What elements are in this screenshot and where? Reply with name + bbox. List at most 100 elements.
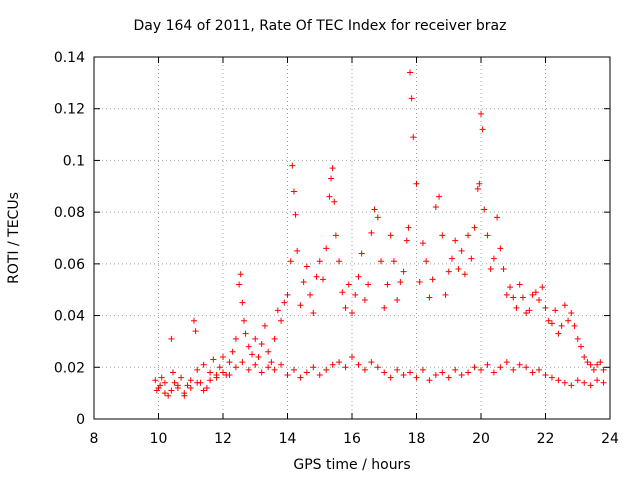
data-point <box>597 359 604 366</box>
data-point <box>290 366 297 373</box>
data-point <box>458 247 465 254</box>
data-point <box>323 245 330 252</box>
data-point <box>300 278 307 285</box>
data-point <box>278 361 285 368</box>
data-point <box>290 188 297 195</box>
data-point <box>565 317 572 324</box>
data-point <box>284 291 291 298</box>
data-point <box>294 247 301 254</box>
data-point <box>310 309 317 316</box>
data-point <box>226 359 233 366</box>
data-point <box>258 341 265 348</box>
data-point <box>555 330 562 337</box>
data-point <box>261 322 268 329</box>
data-point <box>405 224 412 231</box>
data-point <box>519 294 526 301</box>
data-point <box>352 291 359 298</box>
data-point <box>419 366 426 373</box>
data-point <box>384 281 391 288</box>
data-point <box>497 364 504 371</box>
data-point <box>413 374 420 381</box>
data-point <box>236 281 243 288</box>
data-point <box>316 258 323 265</box>
data-point <box>408 95 415 102</box>
data-point <box>548 374 555 381</box>
data-point <box>503 291 510 298</box>
data-point <box>361 297 368 304</box>
data-point <box>458 372 465 379</box>
data-point <box>203 384 210 391</box>
data-point <box>368 359 375 366</box>
data-point <box>381 304 388 311</box>
data-point <box>516 361 523 368</box>
y-tick-label: 0.1 <box>63 153 85 169</box>
plot-frame <box>93 56 611 420</box>
data-point <box>507 284 514 291</box>
data-point <box>561 379 568 386</box>
data-point <box>410 134 417 141</box>
data-point <box>326 193 333 200</box>
axis-ticks: 8 10 12 14 16 18 20 22 24 0 0.02 0.04 0.06 0.08 0.1 0.1… <box>54 50 619 447</box>
data-point <box>245 343 252 350</box>
data-point <box>542 304 549 311</box>
data-point <box>513 304 520 311</box>
data-point <box>210 356 217 363</box>
data-point <box>439 369 446 376</box>
data-point <box>158 374 165 381</box>
data-point <box>571 322 578 329</box>
data-point <box>394 297 401 304</box>
data-point <box>476 180 483 187</box>
data-point <box>581 353 588 360</box>
data-point <box>342 364 349 371</box>
data-point <box>568 309 575 316</box>
data-point <box>292 211 299 218</box>
data-point <box>345 281 352 288</box>
data-point <box>390 258 397 265</box>
data-point <box>289 162 296 169</box>
data-point <box>265 364 272 371</box>
data-point <box>568 382 575 389</box>
data-point <box>587 361 594 368</box>
x-tick-label: 12 <box>214 431 232 447</box>
data-point <box>328 175 335 182</box>
data-point <box>329 165 336 172</box>
data-point <box>161 379 168 386</box>
data-point <box>552 307 559 314</box>
data-point <box>249 351 256 358</box>
data-point <box>394 366 401 373</box>
y-tick-label: 0.02 <box>54 360 85 376</box>
data-point <box>523 364 530 371</box>
x-tick-label: 14 <box>279 431 297 447</box>
data-point <box>284 372 291 379</box>
data-point <box>481 206 488 213</box>
data-point <box>436 193 443 200</box>
data-point <box>297 374 304 381</box>
y-tick-label: 0.12 <box>54 102 85 118</box>
data-point <box>474 185 481 192</box>
data-point <box>442 291 449 298</box>
data-point <box>303 369 310 376</box>
data-point <box>240 317 247 324</box>
data-point <box>548 320 555 327</box>
data-point <box>532 289 539 296</box>
data-point <box>307 291 314 298</box>
data-point <box>181 390 188 397</box>
data-point <box>487 266 494 273</box>
data-point <box>484 232 491 239</box>
data-point <box>220 353 226 360</box>
data-point <box>594 361 601 368</box>
data-point <box>378 258 385 265</box>
data-point <box>365 281 372 288</box>
data-point <box>192 328 199 335</box>
x-tick-label: 20 <box>472 431 490 447</box>
grid-lines <box>94 57 610 419</box>
data-point <box>303 263 310 270</box>
data-point <box>529 369 536 376</box>
data-point <box>416 278 423 285</box>
data-point <box>429 276 436 283</box>
data-point <box>200 361 207 368</box>
data-point <box>336 258 343 265</box>
data-point <box>239 359 246 366</box>
data-point <box>274 307 281 314</box>
data-point <box>587 382 594 389</box>
